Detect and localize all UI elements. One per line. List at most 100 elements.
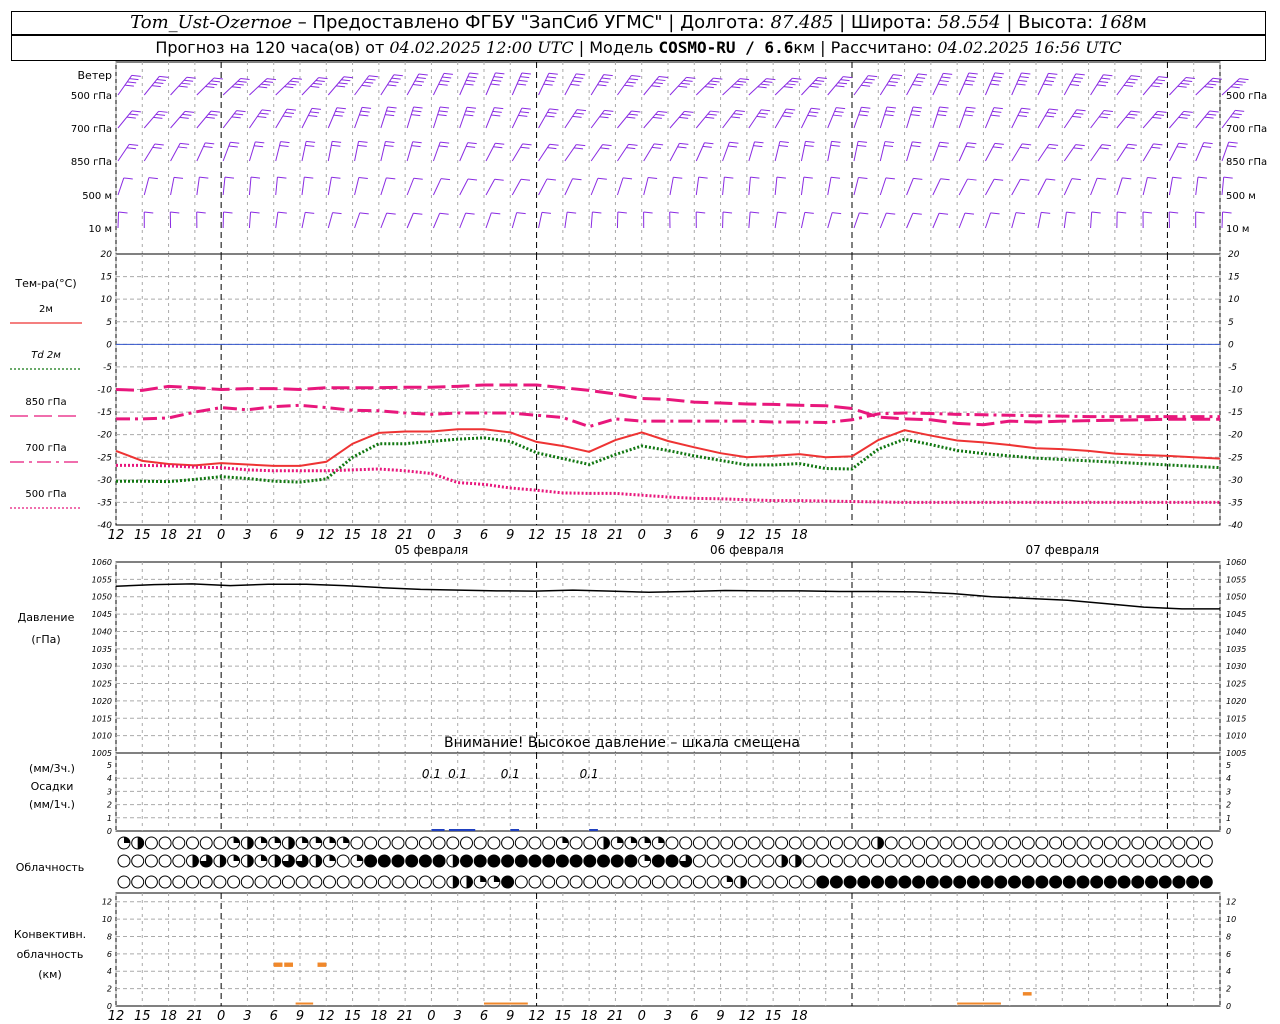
- wind-barb-feather: [832, 212, 842, 215]
- cloud-axis-title: Облачность: [16, 861, 85, 874]
- wind-barb-feather: [737, 80, 747, 83]
- cloud-cover-symbol: [117, 836, 131, 850]
- wind-barb-feather: [766, 78, 776, 81]
- chart-title-line2: Прогноз на 120 часа(ов) от 04.02.2025 12…: [11, 35, 1266, 61]
- cloud-cover-symbol: [843, 875, 857, 889]
- wind-barb-feather: [779, 141, 789, 144]
- cloud-cover-symbol: [1076, 836, 1090, 850]
- wind-barb: [248, 211, 260, 229]
- cloud-circle: [1103, 836, 1117, 850]
- cloud-cover-symbol: [925, 854, 939, 868]
- wind-barb-staff: [827, 177, 832, 196]
- wind-barb-feather: [196, 211, 206, 214]
- temp-tick-label-right: -20: [1228, 431, 1243, 441]
- wind-barb-feather: [1169, 211, 1179, 214]
- cloud-circle: [1090, 875, 1104, 889]
- cloud-cover-symbol: [186, 836, 199, 850]
- wind-barb-feather: [756, 115, 766, 118]
- wind-barb-staff: [248, 177, 252, 196]
- wind-barb-feather: [990, 83, 1000, 86]
- wind-barb: [143, 177, 158, 196]
- wind-barb-feather: [994, 178, 1004, 181]
- wind-barb-feather: [210, 110, 221, 113]
- cloud-fill: [795, 855, 802, 867]
- wind-barb-feather: [261, 83, 271, 86]
- cloud-circle: [377, 854, 391, 868]
- wind-barb-feather: [440, 141, 450, 144]
- wind-barb: [275, 176, 287, 196]
- wind-barb-staff: [879, 141, 886, 162]
- cloud-cover-symbol: [240, 854, 254, 868]
- wind-barb-feather: [648, 177, 658, 180]
- wind-barb-feather: [1046, 147, 1056, 150]
- cloud-cover-symbol: [377, 836, 391, 850]
- cloud-cover-symbol: [1062, 854, 1076, 868]
- cloud-cover-symbol: [802, 854, 816, 868]
- cloud-circle: [912, 854, 926, 868]
- precip-tick-label-left: 1: [107, 814, 112, 823]
- wind-barb-feather: [368, 75, 378, 78]
- cloud-circle: [186, 875, 199, 889]
- wind-barb-staff: [538, 144, 551, 162]
- wind-barb-feather: [753, 145, 763, 148]
- cloud-fill: [288, 837, 295, 849]
- cloud-circle: [172, 875, 186, 889]
- wind-barb-feather: [464, 114, 474, 117]
- cloud-circle: [583, 854, 597, 868]
- pressure-line: [115, 583, 1220, 610]
- wind-barb-feather: [830, 176, 841, 179]
- wind-barb-feather: [858, 114, 868, 117]
- wind-barb-feather: [1072, 115, 1082, 118]
- wind-barb-feather: [886, 212, 896, 215]
- wind-barb: [485, 72, 505, 96]
- wind-barb-feather: [574, 112, 584, 115]
- x-tick-label: 15: [344, 528, 361, 543]
- wind-barb-staff: [906, 141, 913, 162]
- precip-unit-1h: (мм/1ч.): [29, 798, 75, 811]
- wind-barb-feather: [1185, 77, 1195, 80]
- cloud-cover-symbol: [1158, 854, 1172, 868]
- cloud-circle: [1021, 875, 1035, 889]
- cloud-cover-symbol: [939, 836, 953, 850]
- cloud-cover-symbol: [1021, 854, 1035, 868]
- cloud-cover-symbol: [734, 854, 747, 868]
- convective-tick-label-left: 2: [107, 985, 112, 994]
- wind-barb-staff: [511, 212, 518, 229]
- wind-barb-feather: [259, 112, 269, 115]
- cloud-cover-symbol: [364, 875, 378, 889]
- calc-label: | Рассчитано:: [815, 38, 938, 57]
- cloud-cover-symbol: [1117, 836, 1131, 850]
- wind-barb-staff: [616, 177, 624, 196]
- wind-barb: [879, 74, 903, 96]
- wind-barb: [827, 212, 842, 229]
- wind-barb-feather: [466, 145, 476, 148]
- wind-barb-staff: [774, 212, 778, 229]
- cloud-circle: [583, 836, 597, 850]
- x-tick-label: 21: [187, 528, 204, 543]
- x-tick-label: 12: [108, 528, 125, 543]
- pressure-tick-label-right: 1015: [1226, 714, 1246, 723]
- cloud-circle: [884, 854, 898, 868]
- wind-barb: [695, 142, 714, 162]
- wind-barb: [906, 177, 923, 196]
- wind-barb-staff: [275, 141, 282, 162]
- wind-barb-feather: [651, 85, 661, 88]
- precip-tick-label-right: 1: [1226, 814, 1231, 823]
- cloud-cover-symbol: [254, 836, 268, 850]
- wind-barb-staff: [301, 177, 305, 196]
- wind-barb-feather: [1154, 113, 1164, 116]
- cloud-cover-symbol: [816, 875, 830, 889]
- cloud-cover-symbol: [281, 875, 295, 889]
- cloud-cover-symbol: [1008, 875, 1021, 889]
- wind-barb-staff: [170, 111, 186, 129]
- wind-barb-feather: [724, 176, 734, 179]
- wind-barb-feather: [1204, 86, 1214, 89]
- wind-barb-feather: [358, 177, 368, 180]
- wind-barb: [853, 177, 868, 196]
- cloud-circle: [802, 836, 816, 850]
- wind-barb-feather: [567, 211, 577, 214]
- model-name: COSMO-RU / 6.6: [658, 38, 794, 57]
- wind-barb-feather: [393, 74, 403, 77]
- wind-barb: [327, 176, 341, 196]
- wind-barb-feather: [1019, 76, 1029, 79]
